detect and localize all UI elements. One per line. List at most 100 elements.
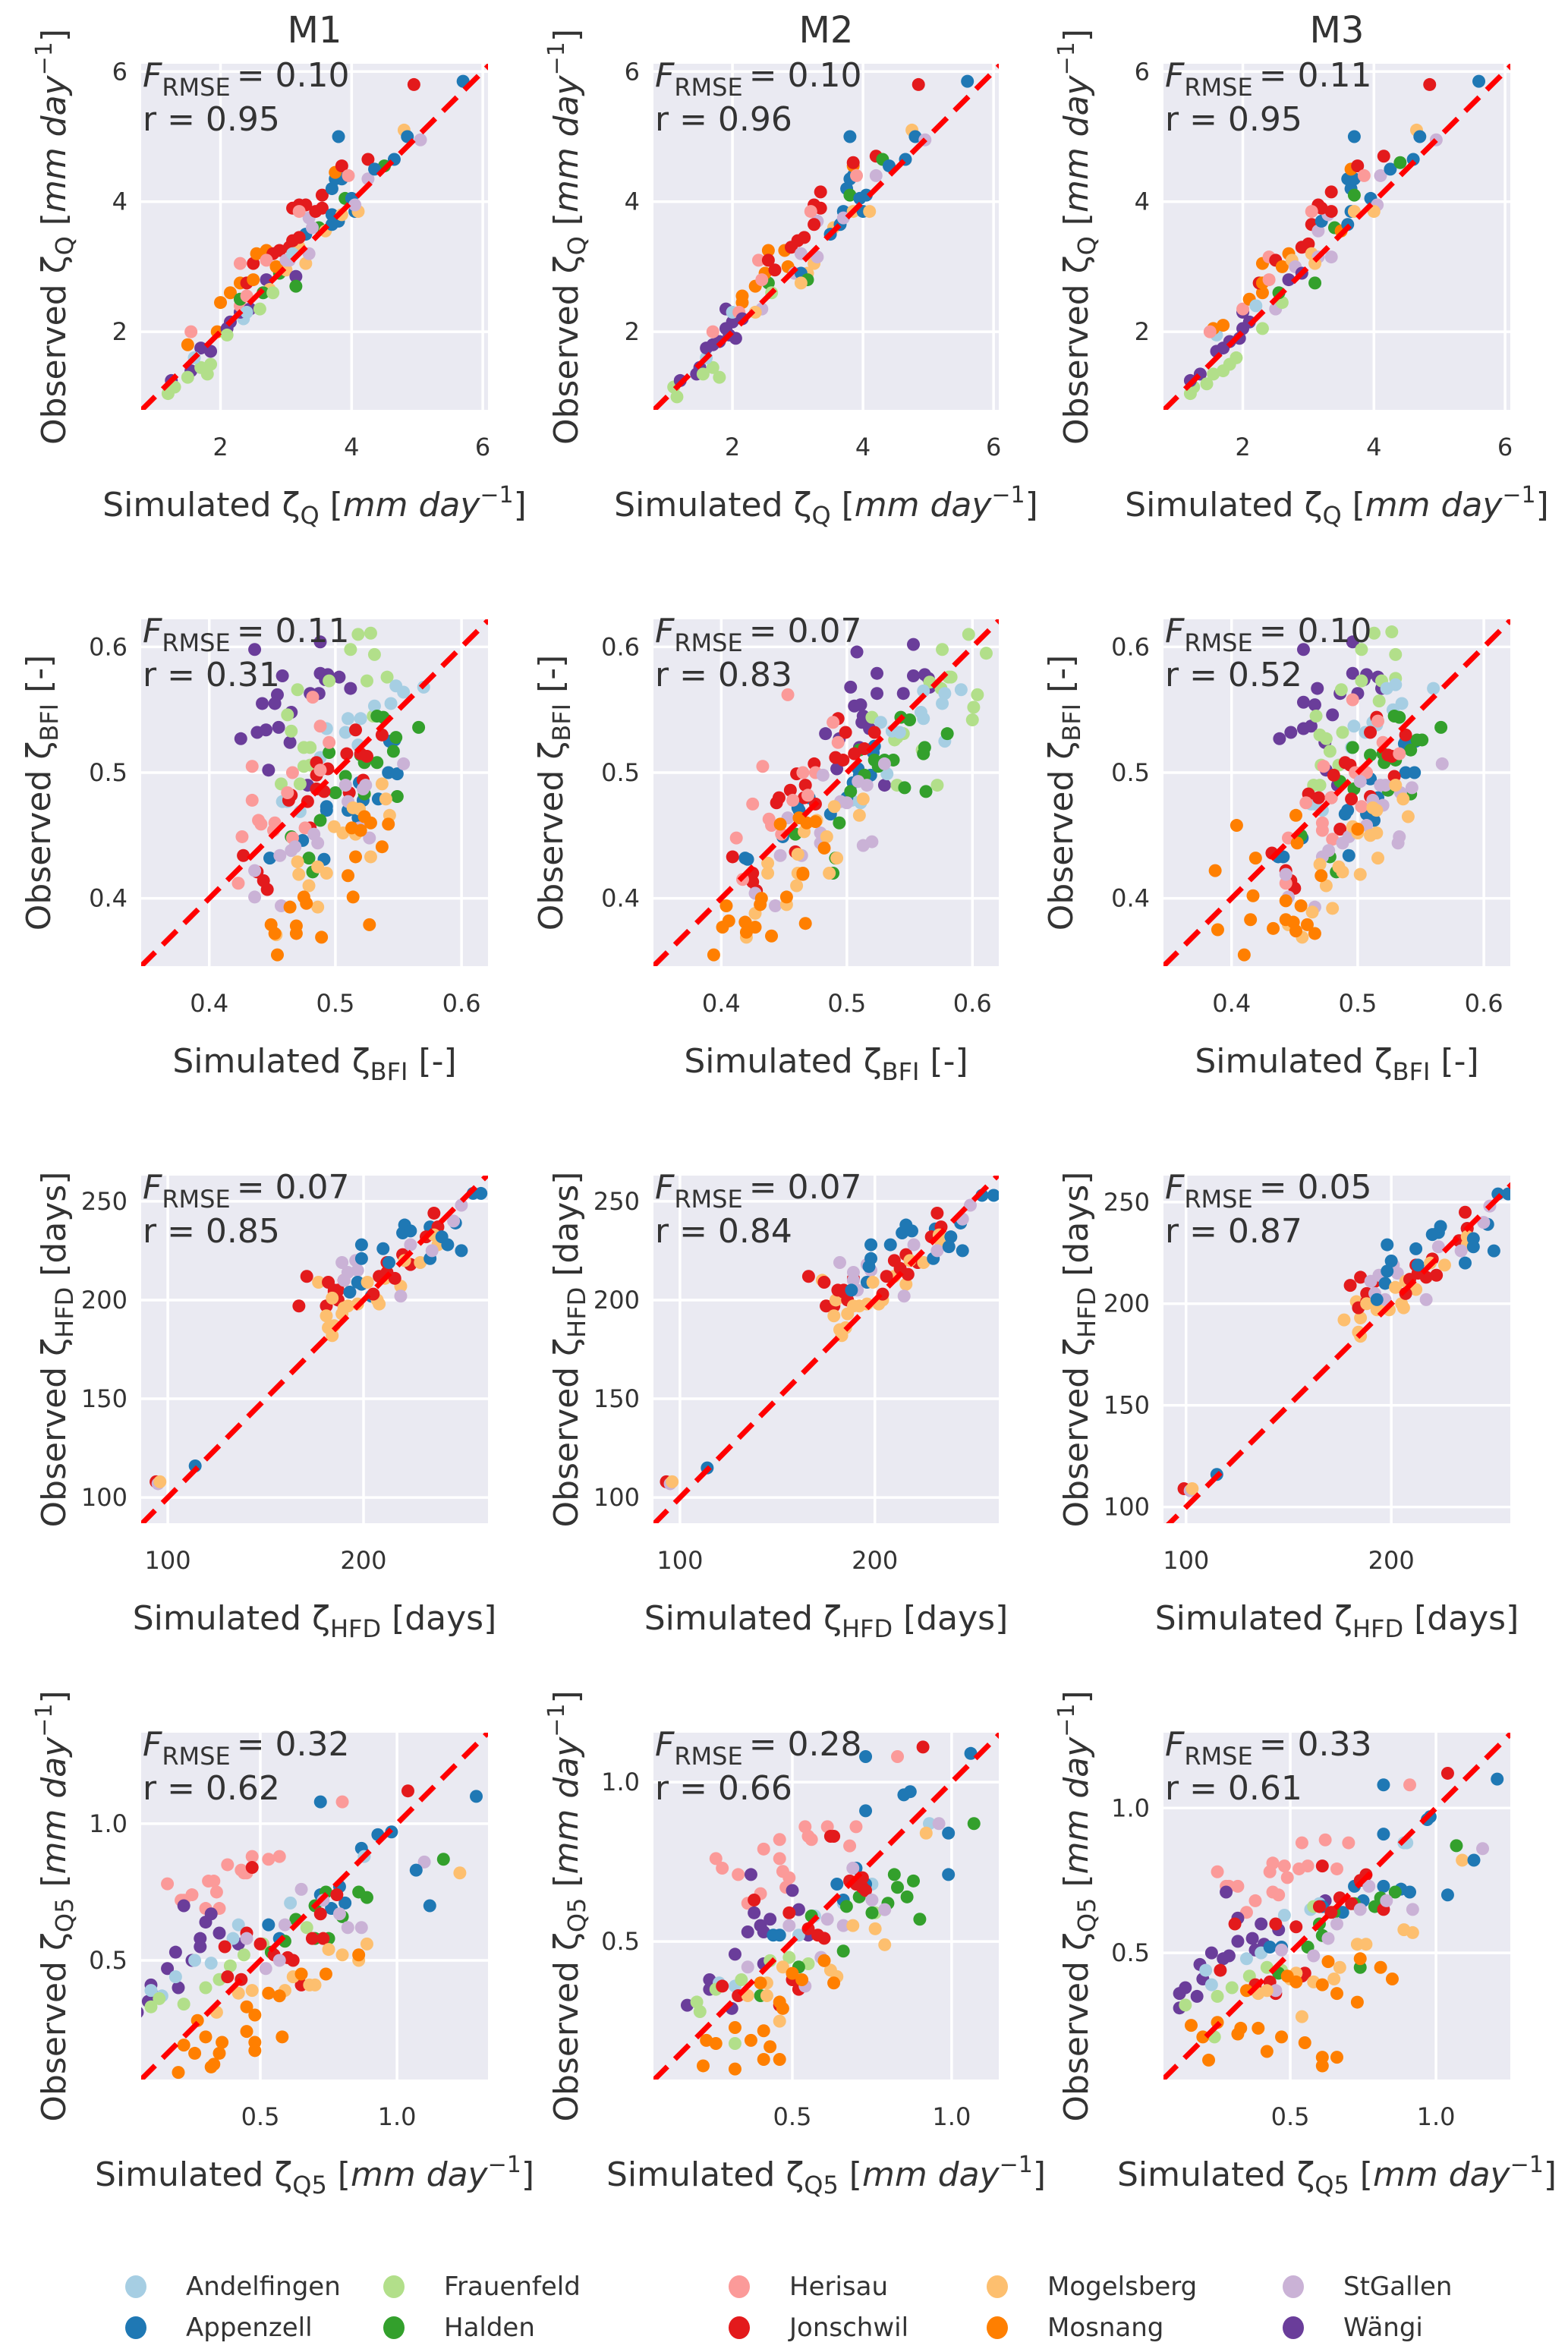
data-point xyxy=(1371,852,1385,865)
scatter-points xyxy=(660,1189,999,1491)
data-point xyxy=(761,244,775,257)
data-point xyxy=(1384,1254,1398,1267)
data-point xyxy=(184,325,198,338)
panel-hfd-m3: 100 200 100 150 200 250 FRMSE = 0.05r = 0.87 Sim… xyxy=(1057,1168,1519,1643)
data-point xyxy=(1401,810,1415,823)
data-point xyxy=(1472,74,1486,88)
data-point xyxy=(839,1900,853,1913)
data-point xyxy=(1336,865,1349,879)
data-point xyxy=(864,1238,878,1252)
frmse-annotation: FRMSE = 0.07 xyxy=(655,1168,862,1214)
data-point xyxy=(335,1256,349,1269)
data-point xyxy=(1377,1778,1390,1792)
x-tick-label: 0.5 xyxy=(827,989,866,1018)
data-point xyxy=(1248,852,1262,865)
data-point xyxy=(1346,666,1359,680)
data-point xyxy=(836,1919,850,1932)
data-point xyxy=(185,1888,199,1902)
data-point xyxy=(1311,682,1324,695)
scatter-points xyxy=(161,74,470,401)
r-annotation: r = 0.96 xyxy=(655,100,792,139)
data-point xyxy=(349,723,363,737)
data-point xyxy=(268,927,282,940)
data-point xyxy=(1353,867,1367,881)
x-tick-label: 0.4 xyxy=(702,989,741,1018)
data-point xyxy=(880,767,894,781)
column-title: M1 xyxy=(288,9,342,52)
data-point xyxy=(735,296,749,310)
data-point xyxy=(859,1750,873,1764)
x-axis-label: Simulated ζHFD [days] xyxy=(133,1599,497,1643)
data-point xyxy=(367,699,381,713)
data-point xyxy=(783,783,797,797)
x-tick-label: 1.0 xyxy=(932,2102,971,2131)
data-point xyxy=(1245,1932,1259,1945)
data-point xyxy=(833,1256,846,1269)
legend-label: Appenzell xyxy=(186,2313,313,2343)
data-point xyxy=(308,1978,322,1991)
data-point xyxy=(899,1277,913,1291)
data-point xyxy=(878,1938,892,1951)
data-point xyxy=(194,1940,207,1954)
data-point xyxy=(220,328,234,342)
data-point xyxy=(283,735,297,749)
data-point xyxy=(332,130,345,143)
data-point xyxy=(144,2000,158,2014)
data-point xyxy=(1347,172,1361,186)
frmse-annotation: FRMSE = 0.07 xyxy=(655,612,862,657)
data-point xyxy=(961,74,974,88)
data-point xyxy=(773,817,787,831)
data-point xyxy=(1313,858,1327,871)
data-point xyxy=(455,1244,468,1258)
data-point xyxy=(1501,1187,1510,1201)
data-point xyxy=(1308,927,1321,940)
data-point xyxy=(761,253,775,267)
data-point xyxy=(852,775,865,789)
data-point xyxy=(1351,159,1365,173)
x-tick-label: 0.5 xyxy=(773,2102,812,2131)
data-point xyxy=(880,1270,893,1283)
x-tick-label: 1.0 xyxy=(378,2102,417,2131)
data-point xyxy=(1355,800,1368,814)
data-point xyxy=(1450,1839,1463,1853)
data-point xyxy=(823,1830,837,1844)
legend: Andelfingen Appenzell Frauenfeld Halden Heri… xyxy=(0,2265,1568,2349)
data-point xyxy=(1434,720,1448,734)
data-point xyxy=(1312,1900,1326,1913)
data-point xyxy=(425,1244,439,1258)
data-point xyxy=(700,2033,713,2047)
data-point xyxy=(754,898,767,912)
data-point xyxy=(987,1189,999,1202)
y-axis-label: Observed ζQ [mm day−1] xyxy=(543,29,591,445)
data-point xyxy=(354,1238,368,1252)
data-point xyxy=(1262,273,1276,287)
legend-marker-icon xyxy=(1283,2275,1304,2298)
data-point xyxy=(315,930,329,944)
data-point xyxy=(253,302,266,316)
data-point xyxy=(1347,130,1361,143)
x-tick-label: 2 xyxy=(1235,433,1250,461)
data-point xyxy=(916,1740,930,1754)
data-point xyxy=(1230,351,1243,364)
data-point xyxy=(794,276,808,290)
data-point xyxy=(761,856,775,870)
data-point xyxy=(757,2024,770,2038)
data-point xyxy=(1204,1946,1218,1960)
data-point xyxy=(389,731,403,745)
data-point xyxy=(858,742,871,756)
data-point xyxy=(898,781,912,795)
data-point xyxy=(177,1998,190,2011)
data-point xyxy=(1239,1952,1253,1966)
data-point xyxy=(917,684,930,697)
data-point xyxy=(1409,1283,1423,1296)
data-point xyxy=(859,1804,873,1818)
frmse-annotation: FRMSE = 0.10 xyxy=(1165,612,1372,657)
y-axis-label: Observed ζBFI [-] xyxy=(20,655,64,931)
panel-q5-m2: 0.5 1.0 0.5 1.0 FRMSE = 0.28r = 0.66 Simulated… xyxy=(543,1690,1046,2199)
data-point xyxy=(1423,77,1437,91)
y-tick-label: 2 xyxy=(1135,317,1150,346)
r-annotation: r = 0.84 xyxy=(655,1212,792,1251)
x-axis-label: Simulated ζQ5 [mm day−1] xyxy=(95,2152,534,2199)
data-point xyxy=(262,1853,276,1866)
data-point xyxy=(819,727,833,741)
